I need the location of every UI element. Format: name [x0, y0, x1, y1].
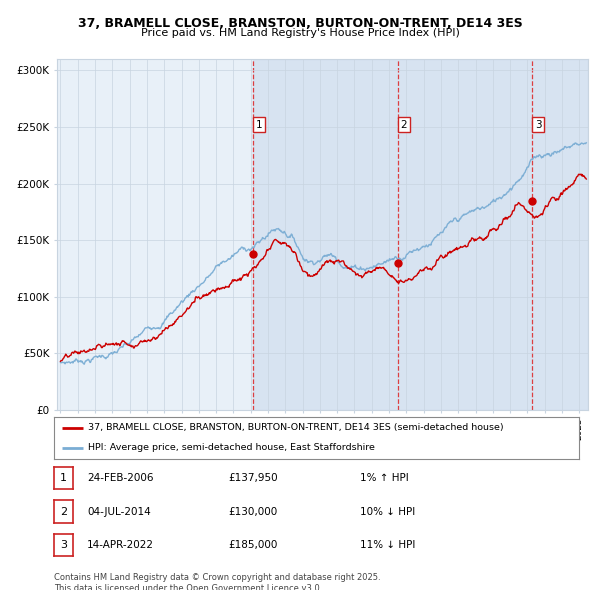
Text: 24-FEB-2006: 24-FEB-2006: [87, 473, 154, 483]
Text: 37, BRAMELL CLOSE, BRANSTON, BURTON-ON-TRENT, DE14 3ES (semi-detached house): 37, BRAMELL CLOSE, BRANSTON, BURTON-ON-T…: [88, 423, 504, 432]
Text: 3: 3: [535, 120, 542, 130]
Bar: [253, 59, 588, 410]
Text: 37, BRAMELL CLOSE, BRANSTON, BURTON-ON-TRENT, DE14 3ES: 37, BRAMELL CLOSE, BRANSTON, BURTON-ON-T…: [77, 17, 523, 30]
Text: 2: 2: [60, 507, 67, 516]
Text: Contains HM Land Registry data © Crown copyright and database right 2025.
This d: Contains HM Land Registry data © Crown c…: [54, 573, 380, 590]
Text: 2: 2: [400, 120, 407, 130]
Text: Price paid vs. HM Land Registry's House Price Index (HPI): Price paid vs. HM Land Registry's House …: [140, 28, 460, 38]
Text: 1: 1: [256, 120, 263, 130]
Text: 14-APR-2022: 14-APR-2022: [87, 540, 154, 550]
Text: 1: 1: [60, 473, 67, 483]
Text: £185,000: £185,000: [228, 540, 277, 550]
Text: 04-JUL-2014: 04-JUL-2014: [87, 507, 151, 516]
Text: 11% ↓ HPI: 11% ↓ HPI: [360, 540, 415, 550]
Text: £130,000: £130,000: [228, 507, 277, 516]
Text: 1% ↑ HPI: 1% ↑ HPI: [360, 473, 409, 483]
Text: £137,950: £137,950: [228, 473, 278, 483]
Text: HPI: Average price, semi-detached house, East Staffordshire: HPI: Average price, semi-detached house,…: [88, 444, 375, 453]
Text: 3: 3: [60, 540, 67, 550]
Text: 10% ↓ HPI: 10% ↓ HPI: [360, 507, 415, 516]
